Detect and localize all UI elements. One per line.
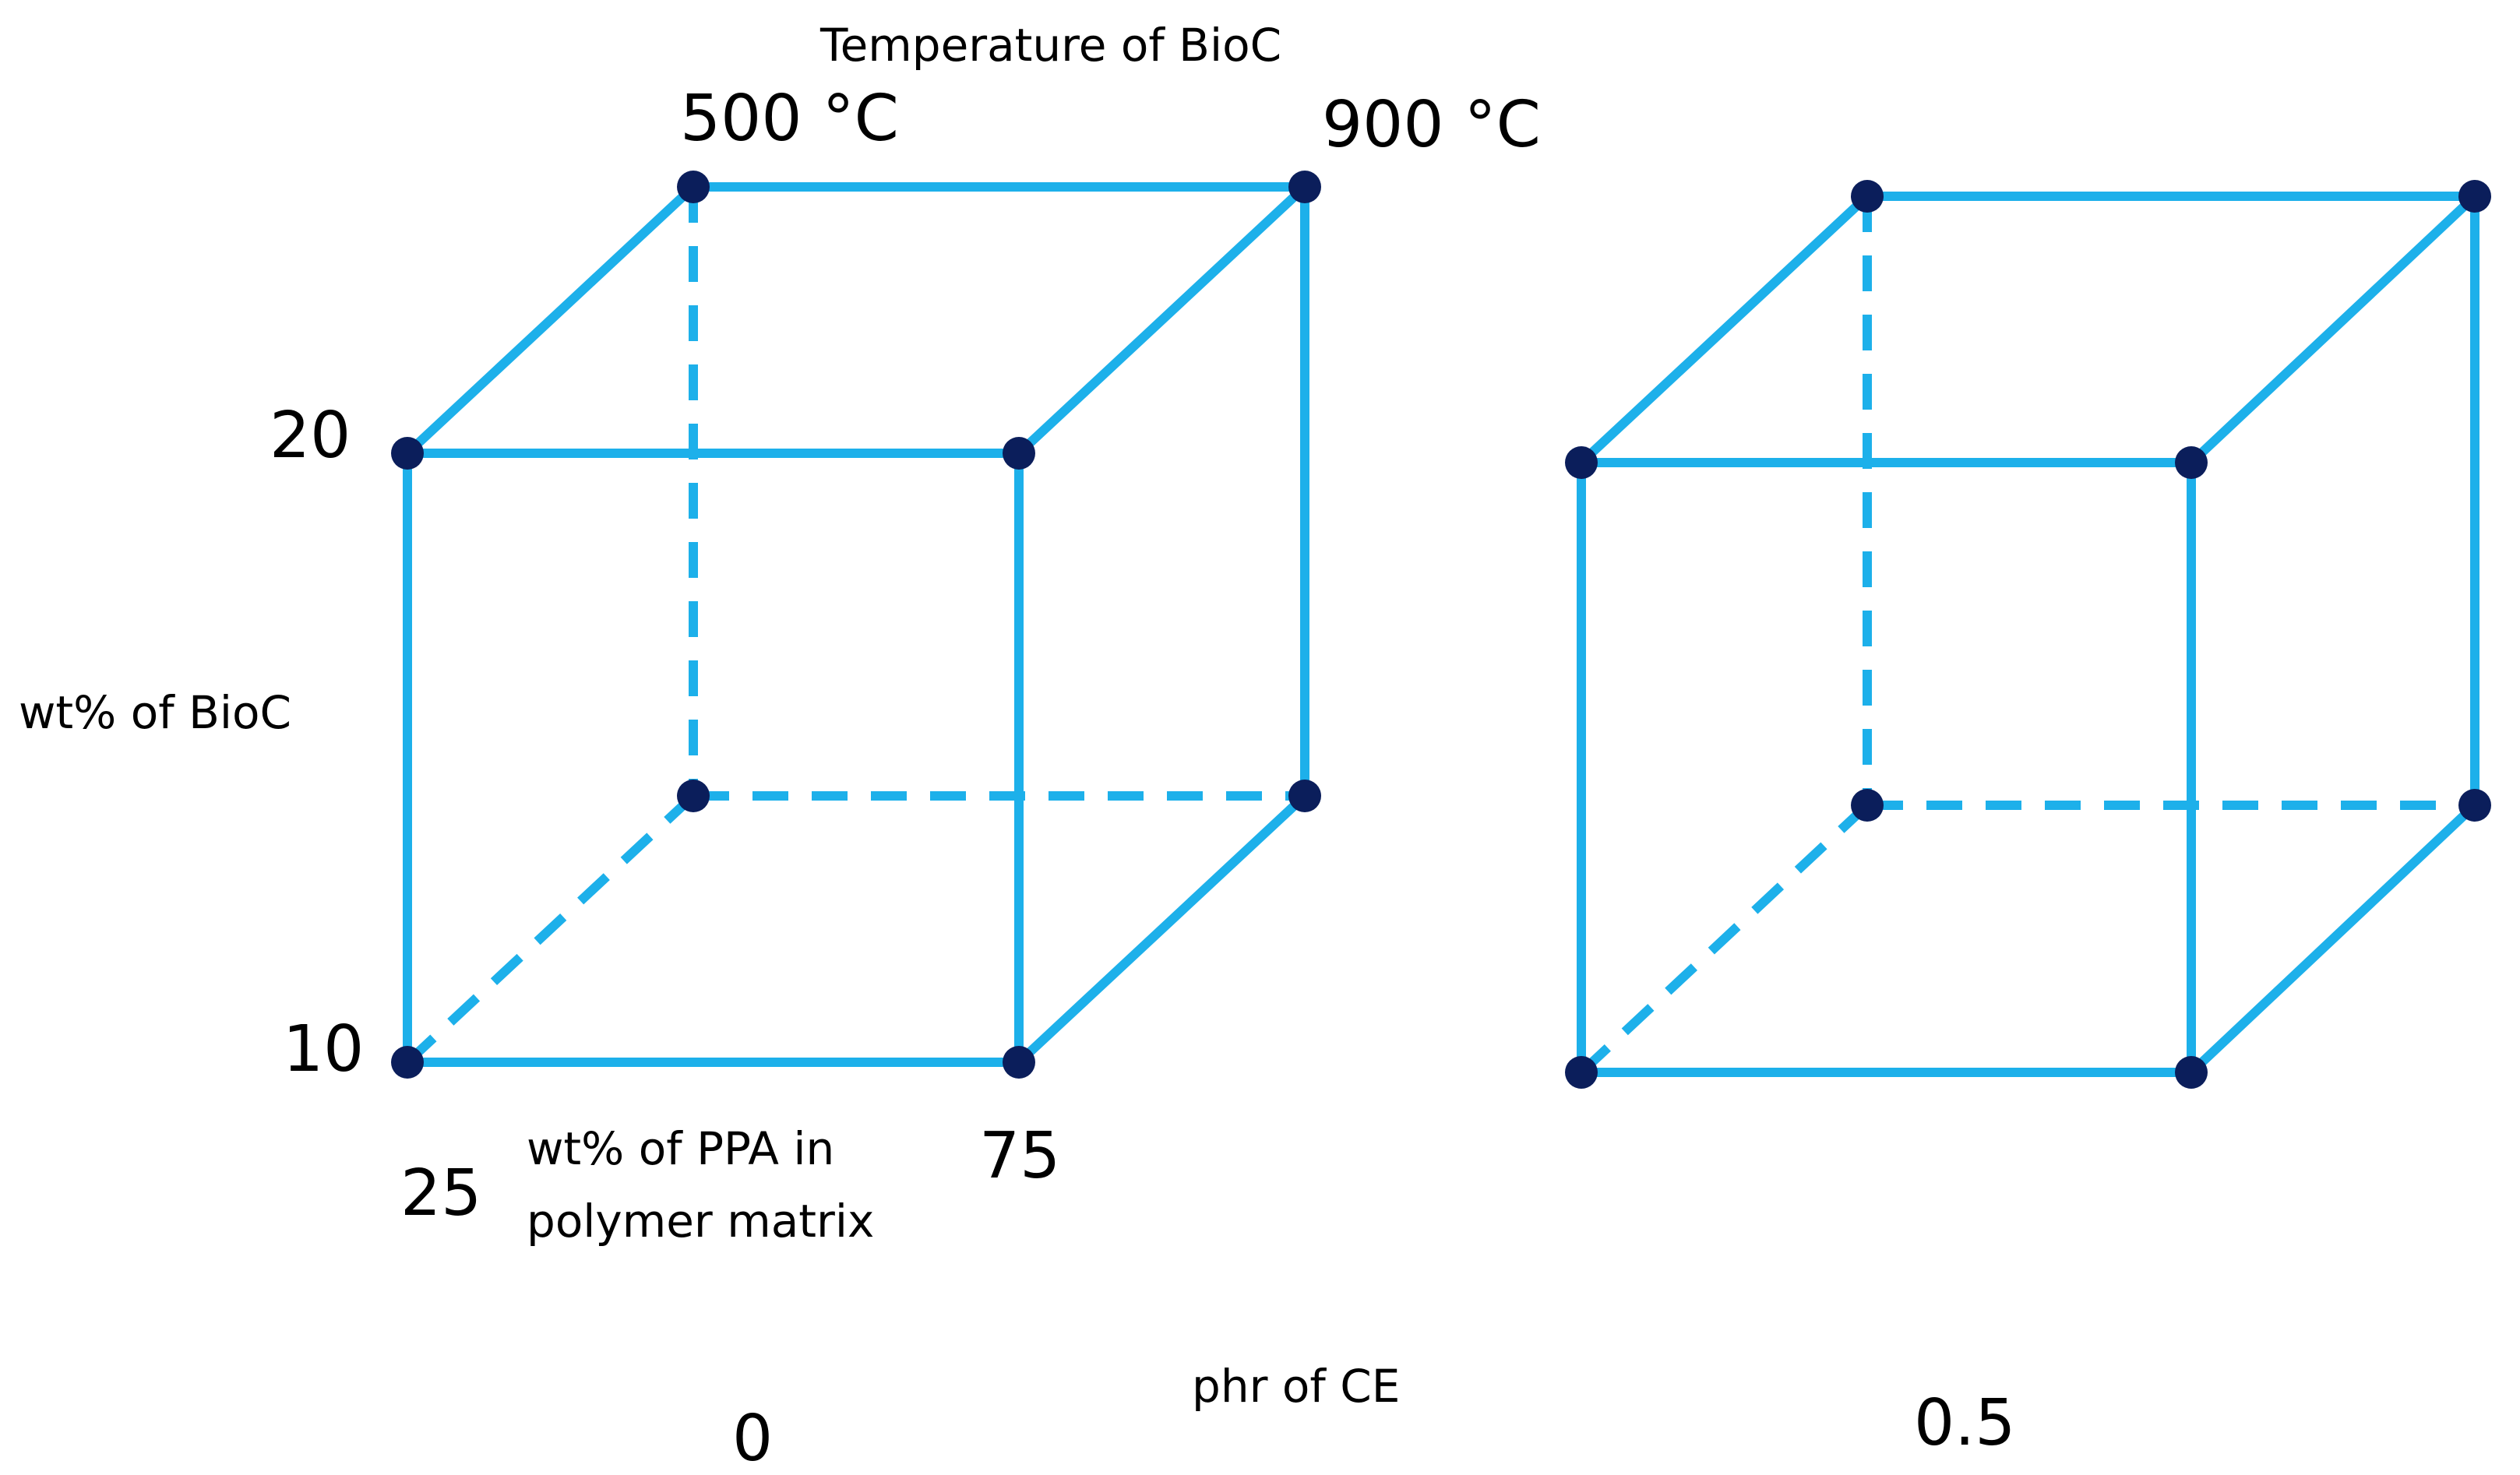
vertex-marker <box>1288 780 1321 812</box>
ppa-high-label: 75 <box>979 1119 1060 1193</box>
ppa-low-label: 25 <box>400 1156 481 1230</box>
ce-axis-label: phr of CE <box>1192 1360 1400 1413</box>
cube-ce-0 <box>391 171 1321 1079</box>
top-right-diagonal-edge <box>2191 196 2475 463</box>
vertex-marker <box>2458 180 2491 213</box>
vertex-marker <box>1851 180 1884 213</box>
top-left-diagonal-edge <box>407 187 693 453</box>
vertex-marker <box>1288 171 1321 203</box>
vertex-marker <box>391 437 424 470</box>
cube-ce-0-5 <box>1565 180 2491 1089</box>
temperature-high-label: 900 °C <box>1322 88 1541 162</box>
wt-bioc-high-label: 20 <box>270 399 351 473</box>
hidden-edge-diagonal <box>1581 805 1867 1072</box>
vertex-marker <box>1565 1056 1598 1089</box>
vertex-marker <box>677 171 710 203</box>
vertex-marker <box>1003 1046 1035 1079</box>
ce-high-label: 0.5 <box>1914 1386 2015 1460</box>
top-left-diagonal-edge <box>1581 196 1867 463</box>
vertex-marker <box>2175 446 2208 479</box>
bottom-right-diagonal-edge <box>2191 805 2475 1072</box>
vertex-marker <box>1003 437 1035 470</box>
ppa-axis-label-line2: polymer matrix <box>527 1195 874 1248</box>
vertex-marker <box>1565 446 1598 479</box>
temperature-axis-label: Temperature of BioC <box>819 19 1281 72</box>
vertex-marker <box>391 1046 424 1079</box>
top-right-diagonal-edge <box>1019 187 1305 453</box>
vertex-marker <box>1851 789 1884 822</box>
vertex-marker <box>2458 789 2491 822</box>
ce-low-label: 0 <box>732 1402 773 1475</box>
temperature-low-label: 500 °C <box>680 82 899 156</box>
bottom-right-diagonal-edge <box>1019 796 1305 1062</box>
vertex-marker <box>2175 1056 2208 1089</box>
wt-bioc-axis-label: wt% of BioC <box>19 686 291 739</box>
vertex-marker <box>677 780 710 812</box>
hidden-edge-diagonal <box>407 796 693 1062</box>
ppa-axis-label-line1: wt% of PPA in <box>527 1122 834 1175</box>
wt-bioc-low-label: 10 <box>283 1012 364 1086</box>
